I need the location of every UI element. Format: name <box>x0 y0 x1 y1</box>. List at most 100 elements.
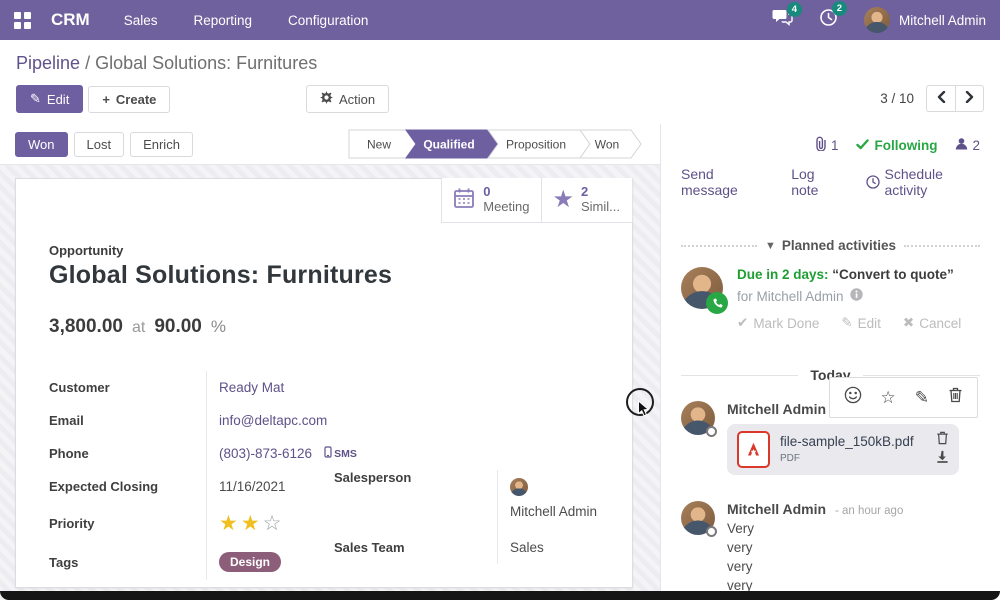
schedule-activity-button[interactable]: Schedule activity <box>865 166 981 198</box>
activity-due: Due in 2 days: <box>737 267 829 282</box>
app-brand[interactable]: CRM <box>51 10 90 29</box>
activity-summary: “Convert to quote” <box>832 267 954 282</box>
pdf-icon <box>737 431 770 468</box>
send-message-button[interactable]: Send message <box>681 166 738 198</box>
chevron-left-icon <box>937 90 946 108</box>
svg-text:Qualified: Qualified <box>423 138 474 152</box>
planned-activities-header[interactable]: ▼ Planned activities <box>681 238 980 253</box>
star-filled-icon[interactable]: ★ <box>219 512 238 535</box>
control-panel: Pipeline / Global Solutions: Furnitures … <box>0 40 1000 124</box>
activity-cancel-button[interactable]: ✖ Cancel <box>902 315 962 331</box>
percent-sign: % <box>210 317 226 336</box>
menu-configuration[interactable]: Configuration <box>288 12 369 28</box>
menu-reporting[interactable]: Reporting <box>193 12 253 28</box>
enrich-button[interactable]: Enrich <box>130 131 193 157</box>
mark-done-button[interactable]: ✔ Mark Done <box>737 315 820 331</box>
message-item: Mitchell Admin - 3 minutes ago file-samp… <box>681 401 980 475</box>
log-note-button[interactable]: Log note <box>791 166 819 198</box>
smiley-icon <box>844 386 862 409</box>
chatter-panel: 1 Following 2 Send message Log note Sche… <box>660 124 1000 600</box>
activity-edit-button[interactable]: ✎ Edit <box>841 315 881 331</box>
attachments-button[interactable]: 1 <box>814 136 838 154</box>
activity-avatar <box>681 267 728 314</box>
breadcrumb-separator: / <box>85 53 91 73</box>
attachment-download-button[interactable] <box>936 450 949 468</box>
apps-grid-icon[interactable] <box>14 11 31 29</box>
phone-link[interactable]: (803)-873-6126 <box>219 446 313 461</box>
similar-stat-button[interactable]: ★ 2 Simil... <box>542 178 633 223</box>
following-button[interactable]: Following <box>856 138 937 153</box>
salesperson-avatar <box>510 478 528 496</box>
menu-sales[interactable]: Sales <box>123 12 158 28</box>
stage-pipeline[interactable]: New Qualified Proposition Won <box>348 129 643 159</box>
sales-team-value[interactable]: Sales <box>510 539 544 555</box>
message-avatar <box>681 501 717 537</box>
sms-phone-icon <box>324 446 332 461</box>
breadcrumb-current: Global Solutions: Furnitures <box>95 53 318 73</box>
star-empty-icon[interactable]: ☆ <box>262 512 282 535</box>
salesperson-value[interactable]: Mitchell Admin <box>510 478 618 523</box>
clock-icon <box>865 175 880 189</box>
breadcrumb-pipeline[interactable]: Pipeline <box>16 53 81 73</box>
statusbar: Won Lost Enrich New Qualified Propositio… <box>0 124 660 165</box>
user-avatar <box>863 7 890 33</box>
add-reaction-button[interactable] <box>844 386 862 409</box>
attachment-card[interactable]: file-sample_150kB.pdf PDF <box>727 424 959 475</box>
attachment-type: PDF <box>780 453 800 465</box>
message-author[interactable]: Mitchell Admin <box>727 401 827 417</box>
stage-won <box>579 129 642 159</box>
edit-button[interactable]: ✎ Edit <box>16 85 84 113</box>
page-title: Global Solutions: Furnitures <box>49 261 393 289</box>
messages-badge: 4 <box>786 1 802 17</box>
caret-down-icon: ▼ <box>765 239 776 252</box>
svg-text:Won: Won <box>595 138 619 152</box>
star-outline-icon: ☆ <box>880 387 896 407</box>
probability-value: 90.00 <box>154 316 202 337</box>
gear-icon <box>320 91 333 107</box>
won-button[interactable]: Won <box>15 131 68 157</box>
field-sales-team: Sales Team Sales <box>334 530 599 564</box>
status-dot-icon <box>706 526 717 537</box>
message-author[interactable]: Mitchell Admin <box>727 501 827 517</box>
meetings-stat-button[interactable]: 0 Meeting <box>441 178 543 223</box>
star-filled-icon[interactable]: ★ <box>240 512 260 535</box>
user-icon <box>955 137 968 153</box>
customer-link[interactable]: Ready Mat <box>219 380 285 395</box>
tag-design[interactable]: Design <box>219 552 282 572</box>
messages-button[interactable]: 4 <box>772 1 802 32</box>
pencil-icon: ✎ <box>914 387 929 407</box>
delete-message-button[interactable] <box>948 387 963 408</box>
pager-next-button[interactable] <box>955 85 984 112</box>
field-email: Email info@deltapc.com <box>49 404 334 437</box>
field-customer: Customer Ready Mat <box>49 371 334 404</box>
attachment-delete-button[interactable] <box>936 431 949 450</box>
pager-previous-button[interactable] <box>926 85 955 112</box>
expected-closing-value[interactable]: 11/16/2021 <box>219 479 286 494</box>
check-icon <box>856 138 870 153</box>
times-icon: ✖ <box>902 315 915 330</box>
lost-button[interactable]: Lost <box>73 131 125 157</box>
activity-clock-icon <box>819 8 838 32</box>
sms-button[interactable]: SMS <box>324 446 357 461</box>
followers-button[interactable]: 2 <box>955 137 980 153</box>
attachment-filename[interactable]: file-sample_150kB.pdf <box>780 433 914 449</box>
action-button[interactable]: Action <box>306 85 390 113</box>
activities-badge: 2 <box>831 1 847 16</box>
at-label: at <box>131 319 146 336</box>
paperclip-icon <box>814 136 827 154</box>
status-dot-icon <box>706 426 717 437</box>
user-menu[interactable]: Mitchell Admin <box>863 7 986 33</box>
chevron-right-icon <box>965 90 974 108</box>
email-link[interactable]: info@deltapc.com <box>219 413 328 428</box>
activities-button[interactable]: 2 <box>819 1 847 32</box>
window-bottom-edge <box>0 591 1000 600</box>
star-message-button[interactable]: ☆ <box>881 388 896 408</box>
create-button[interactable]: + Create <box>88 85 171 113</box>
stat-button-box: 0 Meeting ★ 2 Simil... <box>441 178 633 223</box>
edit-message-button[interactable]: ✎ <box>915 388 929 408</box>
message-avatar <box>681 401 717 437</box>
similar-label: Simil... <box>581 199 620 214</box>
check-icon: ✔ <box>737 315 749 330</box>
pencil-icon: ✎ <box>841 315 853 330</box>
